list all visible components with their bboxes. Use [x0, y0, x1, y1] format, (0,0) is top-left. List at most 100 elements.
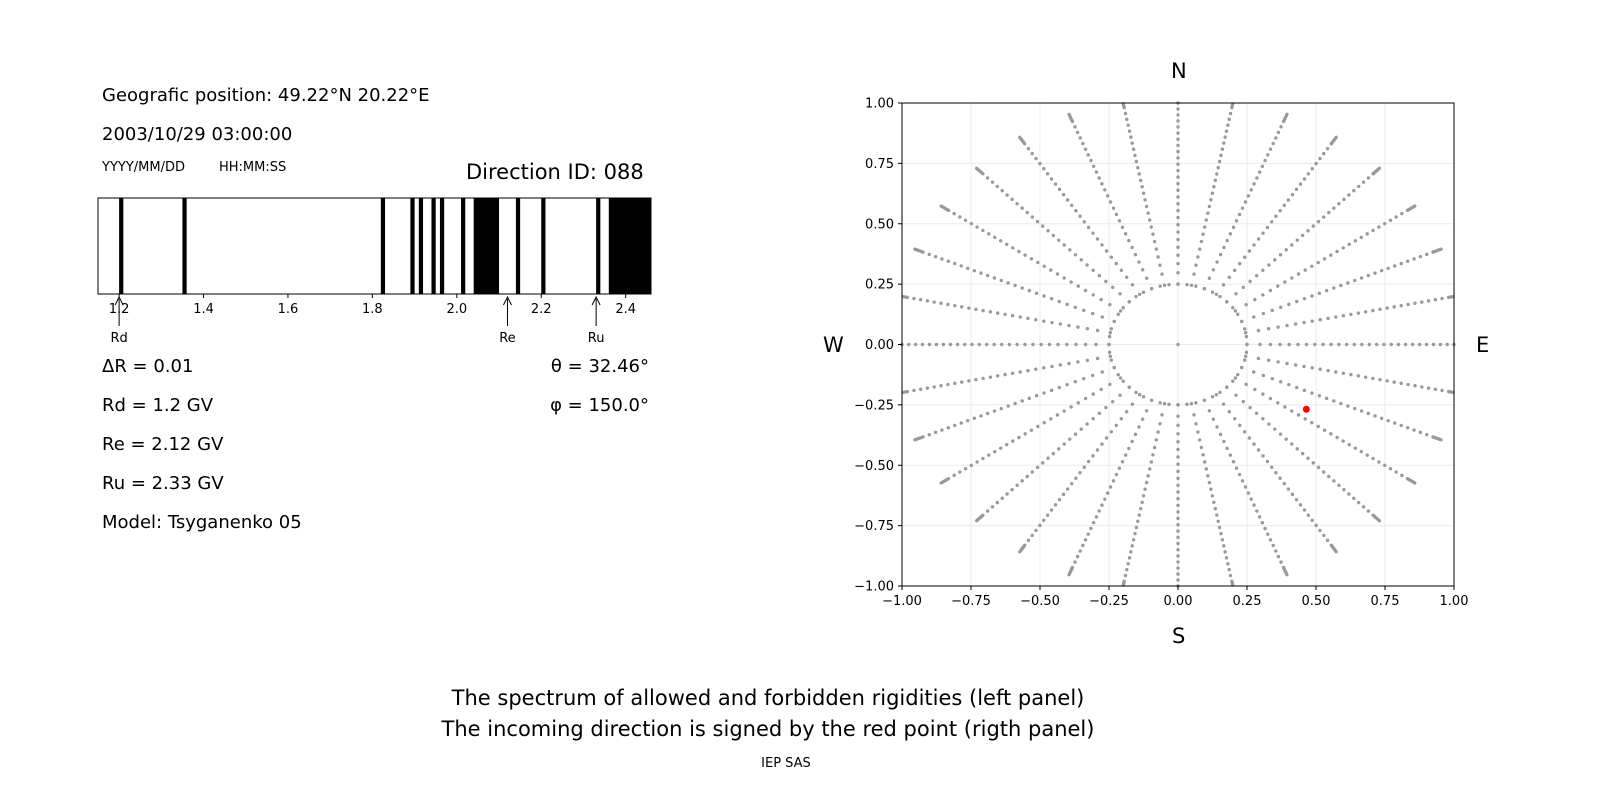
direction-point — [912, 296, 916, 301]
direction-point — [1302, 364, 1306, 369]
direction-point — [1097, 176, 1101, 180]
direction-point — [1185, 282, 1189, 287]
re-value-label: Re = 2.12 GV — [102, 434, 224, 455]
direction-point — [1029, 257, 1034, 261]
direction-point — [1073, 380, 1077, 384]
direction-point — [1176, 423, 1180, 428]
direction-point — [1261, 231, 1265, 235]
direction-point — [1426, 299, 1431, 303]
direction-point — [1321, 342, 1325, 347]
direction-point — [1274, 136, 1278, 140]
direction-point — [1373, 414, 1377, 418]
direction-point — [1238, 261, 1242, 266]
direction-point — [1100, 315, 1104, 319]
spectrum-tick-label: 1.8 — [362, 302, 383, 317]
direction-point — [1049, 417, 1053, 421]
direction-point — [1329, 432, 1333, 436]
direction-point — [1237, 212, 1242, 217]
direction-point — [1356, 184, 1361, 189]
direction-point — [1276, 401, 1280, 405]
direction-point — [1332, 286, 1336, 290]
direction-point — [1258, 342, 1262, 347]
direction-point — [925, 386, 930, 390]
spectrum-tick-label: 1.6 — [278, 302, 299, 317]
direction-point — [1406, 302, 1410, 307]
direction-point — [1082, 308, 1086, 313]
direction-point — [1108, 382, 1112, 387]
direction-point — [1176, 237, 1180, 242]
direction-point — [1279, 380, 1283, 384]
direction-point — [1130, 141, 1134, 145]
forbidden-band — [461, 198, 466, 294]
direction-point — [1020, 286, 1024, 290]
direction-point — [1118, 393, 1122, 397]
direction-point — [963, 467, 968, 471]
direction-point — [1213, 178, 1218, 183]
direction-point — [1140, 185, 1144, 189]
direction-point — [1228, 453, 1233, 457]
y-tick-label: 0.50 — [865, 217, 894, 232]
direction-point — [975, 225, 979, 229]
direction-point — [1240, 206, 1245, 210]
direction-point — [1413, 301, 1417, 305]
direction-point — [1438, 342, 1443, 347]
direction-point — [1226, 123, 1230, 127]
direction-point — [940, 428, 944, 432]
marker-label-rd: Rd — [110, 331, 127, 346]
direction-point — [1176, 137, 1180, 141]
direction-point — [1091, 417, 1095, 421]
direction-point — [1152, 445, 1157, 450]
direction-point — [1046, 456, 1050, 460]
direction-point — [1091, 231, 1095, 235]
direction-point — [1137, 172, 1141, 176]
direction-point — [1263, 526, 1267, 531]
direction-point — [1127, 238, 1131, 243]
direction-point — [1276, 284, 1280, 288]
direction-point — [1018, 315, 1022, 319]
direction-point — [1317, 394, 1322, 398]
direction-point — [1036, 260, 1040, 265]
direction-point — [1286, 487, 1291, 491]
forbidden-band — [380, 198, 386, 294]
direction-point — [1149, 287, 1154, 291]
direction-point — [1130, 283, 1135, 287]
direction-point — [1373, 271, 1377, 275]
direction-point — [1326, 368, 1330, 373]
direction-point — [920, 342, 925, 347]
direction-point — [946, 302, 950, 307]
direction-point — [990, 180, 995, 184]
direction-point — [1197, 438, 1202, 442]
direction-point — [1111, 479, 1116, 483]
direction-point — [1322, 151, 1326, 156]
direction-point — [1074, 342, 1078, 347]
direction-point — [1359, 276, 1364, 280]
direction-point — [1298, 182, 1303, 186]
direction-point — [1010, 314, 1015, 318]
direction-point — [963, 218, 968, 222]
direction-point — [1285, 112, 1289, 116]
direction-point — [1242, 255, 1247, 259]
direction-point — [953, 423, 957, 428]
direction-point — [1339, 401, 1343, 406]
direction-point — [1176, 414, 1180, 418]
direction-point — [1396, 342, 1401, 347]
direction-point — [1083, 147, 1088, 151]
direction-point — [1025, 474, 1029, 479]
direction-point — [1107, 350, 1112, 355]
direction-point — [1057, 238, 1061, 242]
direction-point — [1035, 465, 1040, 470]
direction-point — [1176, 490, 1180, 494]
direction-point — [1018, 370, 1022, 374]
compass-east: E — [1476, 333, 1490, 357]
direction-point — [934, 342, 939, 347]
direction-point — [1123, 232, 1128, 236]
direction-point — [1261, 293, 1265, 297]
direction-point — [1300, 451, 1305, 456]
direction-point — [1176, 469, 1180, 474]
direction-point — [1015, 342, 1019, 347]
forbidden-band — [541, 198, 546, 294]
direction-point — [907, 342, 911, 347]
direction-point — [1176, 149, 1180, 154]
direction-point — [1379, 416, 1384, 421]
direction-point — [1089, 526, 1093, 531]
